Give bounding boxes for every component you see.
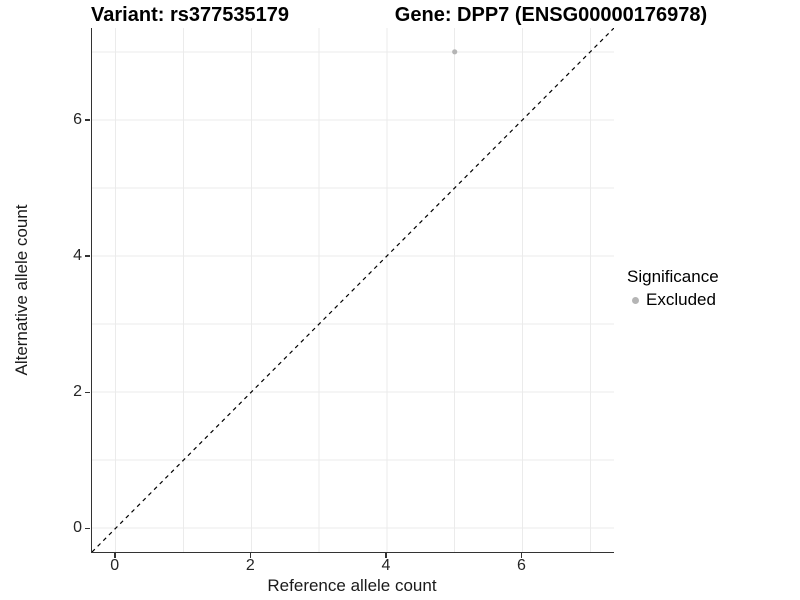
y-tick-mark [85, 527, 90, 530]
x-tick-mark [249, 553, 252, 558]
x-tick-mark [385, 553, 387, 558]
plot-panel [91, 28, 614, 553]
variant-title: Variant: rs377535179 [91, 4, 289, 26]
y-tick-label: 4 [73, 246, 82, 264]
legend-item-label: Excluded [646, 290, 716, 309]
y-axis-title: Alternative allele count [12, 204, 31, 376]
x-tick-label: 4 [381, 557, 391, 574]
x-tick-label: 2 [245, 557, 255, 574]
y-tick-label: 6 [73, 110, 82, 128]
y-tick-label: 2 [73, 383, 82, 401]
x-tick-label: 6 [517, 557, 526, 574]
y-tick-label: 0 [73, 519, 82, 537]
plot-canvas [92, 28, 614, 552]
data-point [452, 49, 458, 55]
excluded-point-icon [632, 296, 639, 304]
x-tick-mark [114, 553, 116, 558]
x-tick-label: 0 [110, 557, 120, 574]
x-tick-mark [520, 553, 523, 558]
legend-title: Significance [627, 267, 719, 286]
y-tick-mark [85, 391, 90, 393]
x-axis-title: Reference allele count [267, 576, 437, 595]
legend-item-excluded: Excluded [627, 290, 797, 310]
gene-title: Gene: DPP7 (ENSG00000176978) [394, 4, 708, 26]
legend: Significance Excluded [627, 267, 797, 310]
y-tick-mark [85, 255, 90, 257]
y-tick-mark [85, 119, 90, 121]
